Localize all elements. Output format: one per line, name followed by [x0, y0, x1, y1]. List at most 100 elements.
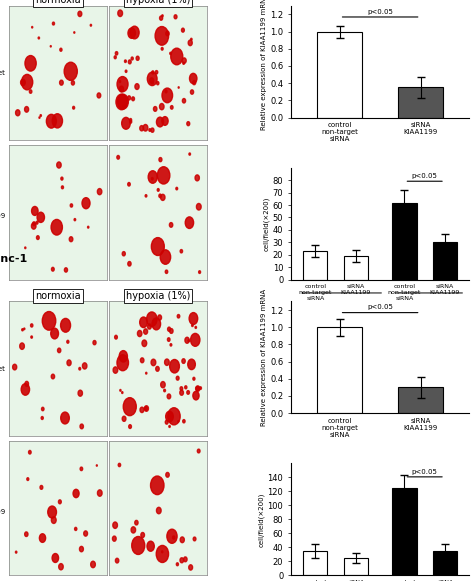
- Circle shape: [31, 336, 32, 338]
- Circle shape: [39, 117, 40, 119]
- Circle shape: [191, 333, 200, 346]
- Circle shape: [190, 73, 197, 84]
- Circle shape: [159, 157, 162, 162]
- Circle shape: [71, 81, 74, 85]
- Circle shape: [162, 551, 163, 553]
- Y-axis label: cell/field(×200): cell/field(×200): [258, 492, 265, 547]
- Circle shape: [167, 529, 177, 543]
- Circle shape: [114, 56, 116, 59]
- Circle shape: [151, 81, 154, 84]
- Circle shape: [193, 377, 195, 380]
- Circle shape: [128, 425, 131, 429]
- Circle shape: [131, 527, 136, 533]
- Circle shape: [182, 28, 184, 32]
- Circle shape: [140, 407, 144, 413]
- Circle shape: [183, 62, 184, 64]
- Circle shape: [128, 261, 131, 266]
- Circle shape: [115, 335, 118, 339]
- Circle shape: [178, 421, 179, 422]
- Circle shape: [151, 476, 164, 494]
- Circle shape: [80, 424, 83, 429]
- Circle shape: [122, 105, 125, 108]
- Title: hypoxia (1%): hypoxia (1%): [126, 290, 190, 301]
- Circle shape: [155, 27, 169, 45]
- Circle shape: [152, 71, 154, 74]
- Circle shape: [160, 16, 163, 20]
- Circle shape: [50, 46, 51, 47]
- Circle shape: [196, 386, 200, 391]
- Bar: [398, 388, 443, 413]
- Circle shape: [195, 175, 200, 181]
- Circle shape: [136, 56, 139, 60]
- Circle shape: [196, 386, 199, 391]
- Circle shape: [152, 318, 161, 330]
- Circle shape: [42, 311, 56, 330]
- Circle shape: [182, 58, 186, 63]
- Circle shape: [78, 390, 82, 396]
- Circle shape: [73, 106, 74, 109]
- Circle shape: [140, 125, 144, 131]
- Circle shape: [39, 534, 46, 543]
- Circle shape: [59, 564, 63, 570]
- Circle shape: [70, 204, 73, 207]
- Circle shape: [191, 38, 192, 40]
- Circle shape: [159, 194, 161, 198]
- Circle shape: [74, 218, 76, 221]
- Circle shape: [156, 117, 164, 127]
- Circle shape: [167, 338, 170, 342]
- Circle shape: [170, 329, 173, 333]
- Bar: [344, 558, 368, 575]
- Circle shape: [38, 37, 39, 39]
- Circle shape: [25, 381, 28, 386]
- Bar: [398, 88, 443, 117]
- Circle shape: [128, 96, 131, 100]
- Circle shape: [22, 329, 23, 331]
- Circle shape: [122, 252, 125, 256]
- Circle shape: [188, 359, 195, 370]
- Circle shape: [155, 70, 158, 74]
- Circle shape: [170, 52, 172, 55]
- Circle shape: [41, 417, 43, 419]
- Circle shape: [113, 522, 118, 529]
- Circle shape: [118, 10, 123, 16]
- Circle shape: [141, 533, 145, 537]
- Title: normoxia: normoxia: [35, 290, 81, 301]
- Circle shape: [192, 81, 196, 85]
- Circle shape: [90, 24, 91, 26]
- Bar: [392, 488, 417, 575]
- Bar: [433, 551, 457, 575]
- Circle shape: [69, 236, 73, 242]
- Circle shape: [25, 247, 26, 249]
- Circle shape: [166, 411, 173, 422]
- Circle shape: [36, 221, 38, 224]
- Circle shape: [147, 541, 155, 551]
- Y-axis label: siRNA
KIAA1199: siRNA KIAA1199: [0, 206, 5, 219]
- Circle shape: [33, 222, 36, 225]
- Circle shape: [98, 490, 102, 496]
- Circle shape: [200, 387, 201, 389]
- Circle shape: [168, 327, 171, 331]
- Circle shape: [122, 392, 123, 393]
- Circle shape: [97, 189, 102, 195]
- Circle shape: [80, 546, 83, 552]
- Circle shape: [162, 15, 163, 17]
- Circle shape: [80, 467, 82, 471]
- Circle shape: [113, 367, 118, 373]
- Circle shape: [174, 15, 177, 19]
- Circle shape: [53, 22, 55, 25]
- Circle shape: [29, 90, 32, 94]
- Circle shape: [156, 507, 161, 514]
- Circle shape: [82, 363, 87, 369]
- Circle shape: [165, 420, 168, 424]
- Circle shape: [166, 472, 169, 477]
- Y-axis label: cell/field(×200): cell/field(×200): [264, 196, 270, 251]
- Circle shape: [32, 27, 33, 28]
- Circle shape: [147, 324, 151, 329]
- Circle shape: [117, 156, 119, 159]
- Circle shape: [79, 367, 81, 370]
- Circle shape: [40, 114, 41, 116]
- Circle shape: [25, 532, 28, 536]
- Y-axis label: control
non-target
siRNA: control non-target siRNA: [0, 63, 5, 83]
- Circle shape: [182, 99, 186, 103]
- Circle shape: [196, 203, 201, 210]
